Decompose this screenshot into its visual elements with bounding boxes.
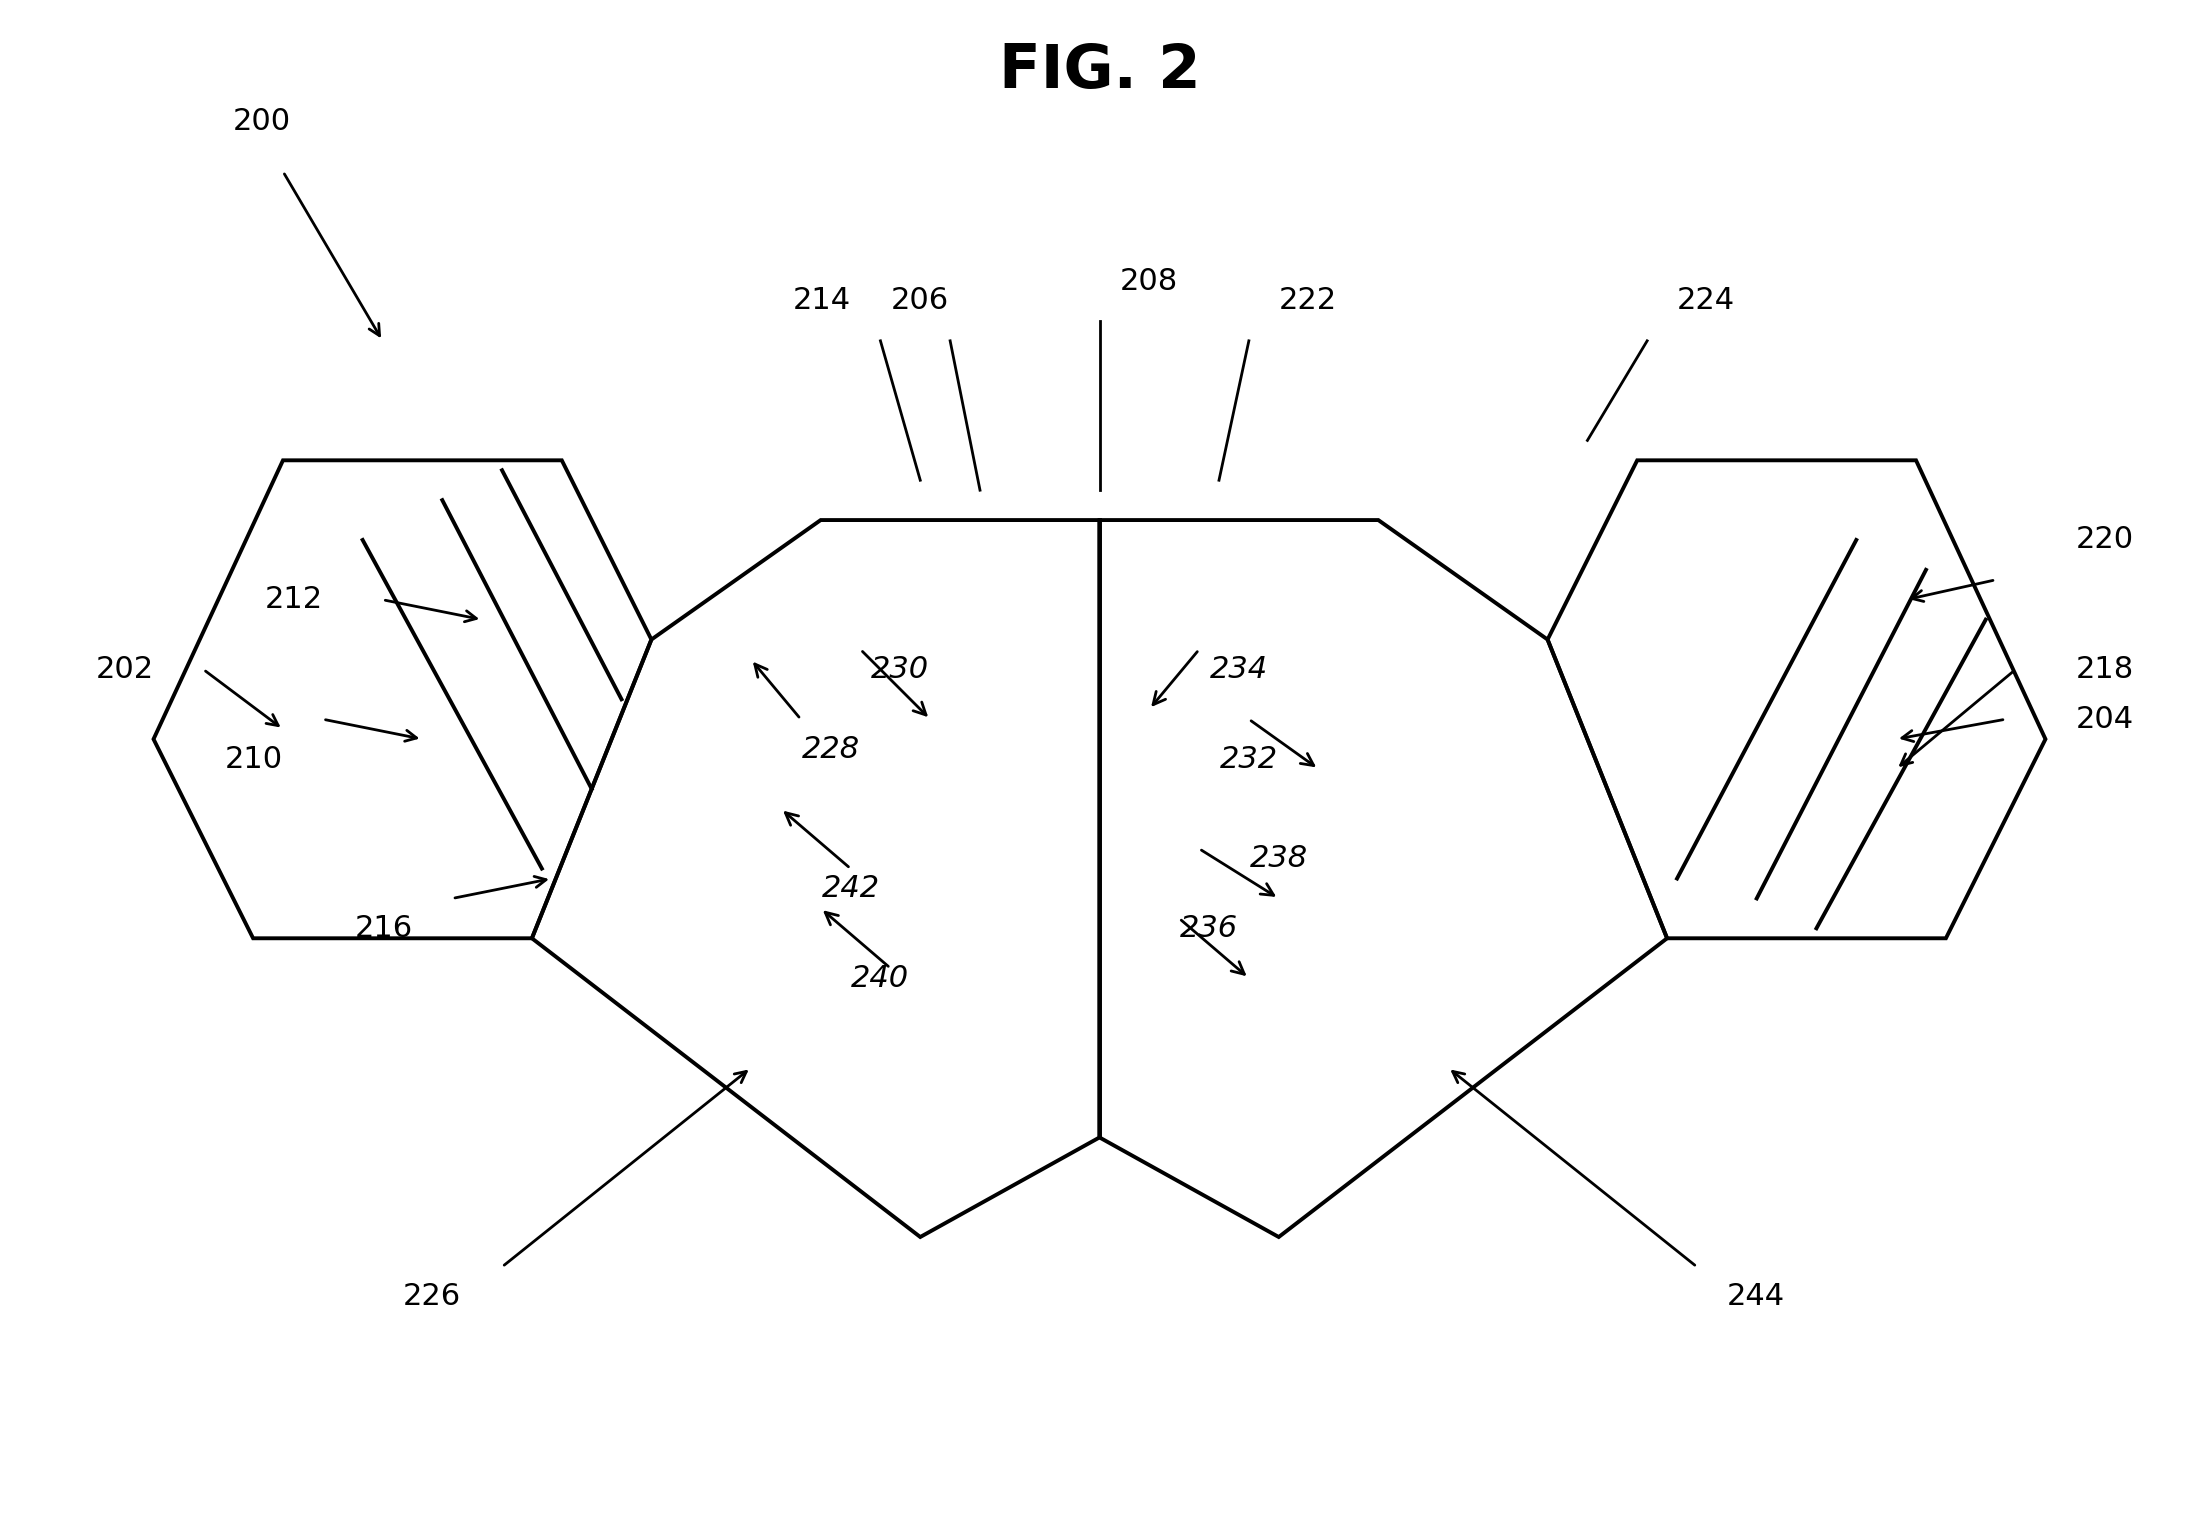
Text: FIG. 2: FIG. 2	[998, 43, 1201, 102]
Text: 220: 220	[2076, 526, 2133, 555]
Text: 228: 228	[803, 735, 860, 763]
Text: 234: 234	[1209, 655, 1269, 684]
Text: 244: 244	[1726, 1283, 1786, 1312]
Text: 212: 212	[264, 586, 323, 614]
Text: 202: 202	[95, 655, 154, 684]
Text: 214: 214	[792, 286, 851, 315]
Text: 240: 240	[851, 964, 910, 992]
Text: 222: 222	[1280, 286, 1337, 315]
Text: 232: 232	[1220, 744, 1278, 774]
Text: 236: 236	[1181, 914, 1238, 943]
Text: 216: 216	[354, 914, 413, 943]
Text: 238: 238	[1249, 844, 1308, 874]
Text: 210: 210	[224, 744, 284, 774]
Text: 226: 226	[402, 1283, 460, 1312]
Text: 204: 204	[2076, 704, 2133, 734]
Text: 206: 206	[891, 286, 950, 315]
Text: 224: 224	[1678, 286, 1735, 315]
Text: 242: 242	[822, 874, 880, 903]
Text: 230: 230	[871, 655, 930, 684]
Text: 218: 218	[2076, 655, 2133, 684]
Text: 200: 200	[233, 108, 290, 137]
Text: 208: 208	[1119, 266, 1179, 295]
